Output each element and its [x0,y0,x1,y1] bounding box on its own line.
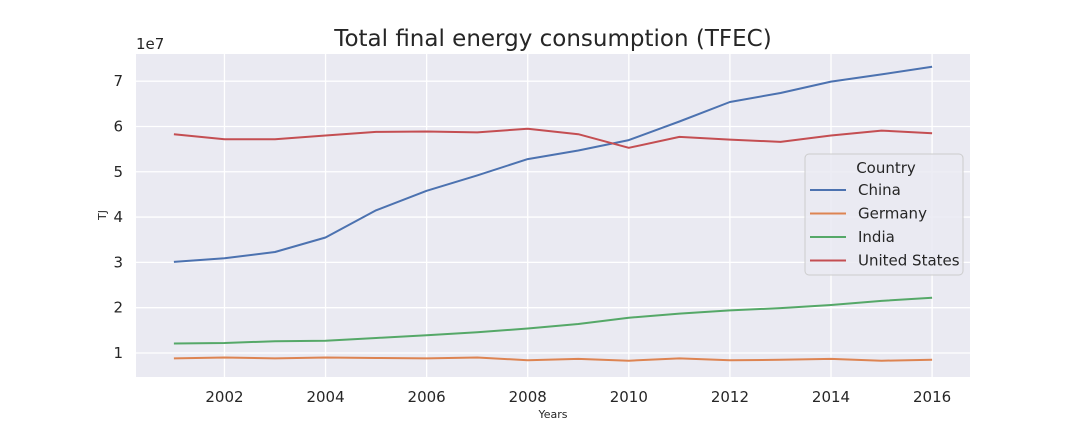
y-tick-label: 2 [113,299,123,317]
x-axis-label: Years [537,408,567,421]
y-axis-label: TJ [96,210,109,221]
y-offset-label: 1e7 [136,35,164,53]
y-tick-label: 3 [113,253,123,271]
legend-title: Country [856,159,916,177]
x-tick-label: 2014 [812,388,850,406]
ticks: 2002 2004 2006 2008 2010 2012 2014 2016 1 2 3 4 5 6 7 [113,72,951,406]
x-tick-label: 2008 [509,388,547,406]
y-tick-label: 4 [113,208,123,226]
y-tick-label: 5 [113,163,123,181]
chart-title: Total final energy consumption (TFEC) [333,26,771,52]
legend-label-india: India [858,228,895,246]
legend-label-united-states: United States [858,252,960,270]
legend: Country China Germany India United States [804,153,964,276]
x-tick-label: 2016 [913,388,951,406]
series-line-china [173,65,933,263]
legend-label-germany: Germany [858,205,927,223]
legend-label-china: China [858,181,901,199]
y-tick-label: 6 [113,117,123,135]
series-line-india [173,296,933,345]
series-line-united-states [173,127,933,149]
legend-items: China Germany India United States [810,181,960,270]
series-lines [173,65,933,362]
y-tick-label: 7 [113,72,123,90]
x-tick-label: 2010 [610,388,648,406]
series-line-germany [173,356,933,362]
x-tick-label: 2004 [306,388,344,406]
x-tick-label: 2006 [408,388,446,406]
legend-box [804,153,964,276]
x-tick-label: 2002 [205,388,243,406]
x-tick-label: 2012 [711,388,749,406]
y-tick-label: 1 [113,344,123,362]
